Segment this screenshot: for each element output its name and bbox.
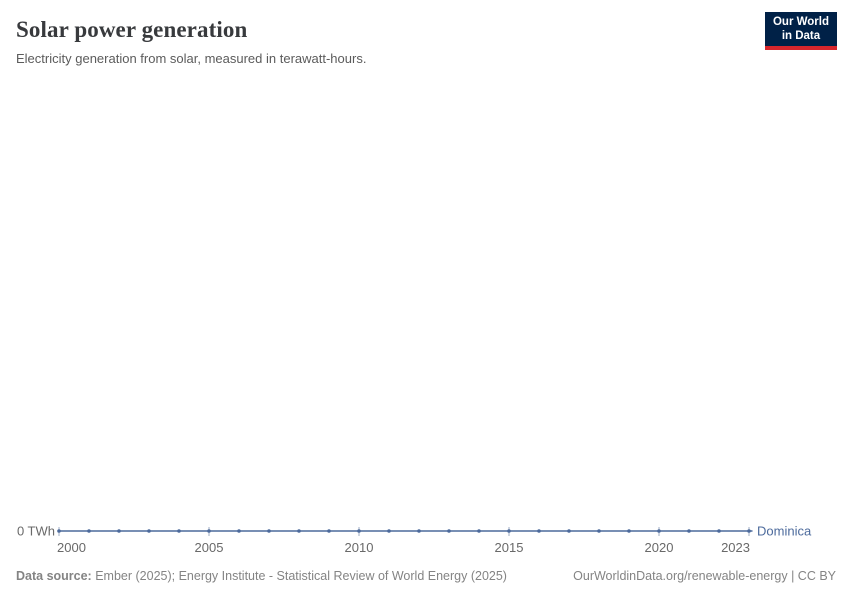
y-axis-zero-label: 0 TWh — [17, 524, 55, 539]
data-point-2004[interactable] — [177, 529, 181, 533]
chart-plot-area: 0 TWh Dominica 2000 2005 2010 2015 2020 2023 — [0, 505, 850, 563]
owid-url-license-link[interactable]: OurWorldinData.org/renewable-energy | CC… — [573, 569, 836, 583]
data-source-label: Data source: — [16, 569, 92, 583]
data-point-2017[interactable] — [567, 529, 571, 533]
data-point-2001[interactable] — [87, 529, 91, 533]
data-point-2007[interactable] — [267, 529, 271, 533]
data-point-2005[interactable] — [207, 529, 211, 533]
data-point-2002[interactable] — [117, 529, 121, 533]
data-point-2000[interactable] — [57, 529, 61, 533]
x-axis-tick-label: 2010 — [345, 540, 374, 555]
chart-title: Solar power generation — [16, 17, 248, 42]
data-point-2003[interactable] — [147, 529, 151, 533]
chart-footer: Data source: Ember (2025); Energy Instit… — [16, 568, 836, 584]
data-point-2012[interactable] — [417, 529, 421, 533]
data-point-2013[interactable] — [447, 529, 451, 533]
data-point-2009[interactable] — [327, 529, 331, 533]
data-point-2020[interactable] — [657, 529, 661, 533]
data-point-2019[interactable] — [627, 529, 631, 533]
owid-logo-line1: Our World — [772, 16, 829, 28]
x-axis-tick-label: 2000 — [57, 540, 86, 555]
data-point-2016[interactable] — [537, 529, 541, 533]
chart-subtitle: Electricity generation from solar, measu… — [16, 51, 367, 66]
series-label-dominica[interactable]: Dominica — [757, 524, 812, 539]
data-source-text: Ember (2025); Energy Institute - Statist… — [91, 569, 507, 583]
chart-canvas: 0 TWh Dominica 2000 2005 2010 2015 2020 2023 — [17, 524, 812, 556]
data-series-line — [57, 529, 753, 533]
data-point-2010[interactable] — [357, 529, 361, 533]
data-point-2006[interactable] — [237, 529, 241, 533]
data-point-2011[interactable] — [387, 529, 391, 533]
owid-logo-line2: in Data — [781, 29, 821, 42]
chart-header: Solar power generation Electricity gener… — [16, 16, 740, 67]
x-axis-tick-label: 2023 — [721, 540, 750, 555]
data-point-2008[interactable] — [297, 529, 301, 533]
x-axis-tick-label: 2015 — [495, 540, 524, 555]
data-point-2018[interactable] — [597, 529, 601, 533]
data-point-2015[interactable] — [507, 529, 511, 533]
owid-logo[interactable]: Our World in Data — [764, 12, 837, 50]
x-axis-tick-label: 2020 — [645, 540, 674, 555]
data-point-2023[interactable] — [747, 529, 751, 533]
data-source-note: Data source: Ember (2025); Energy Instit… — [16, 568, 507, 584]
data-point-2022[interactable] — [717, 529, 721, 533]
x-axis-tick-label: 2005 — [195, 540, 224, 555]
data-point-2021[interactable] — [687, 529, 691, 533]
data-point-2014[interactable] — [477, 529, 481, 533]
x-axis-tick-labels: 2000 2005 2010 2015 2020 2023 — [57, 540, 750, 555]
